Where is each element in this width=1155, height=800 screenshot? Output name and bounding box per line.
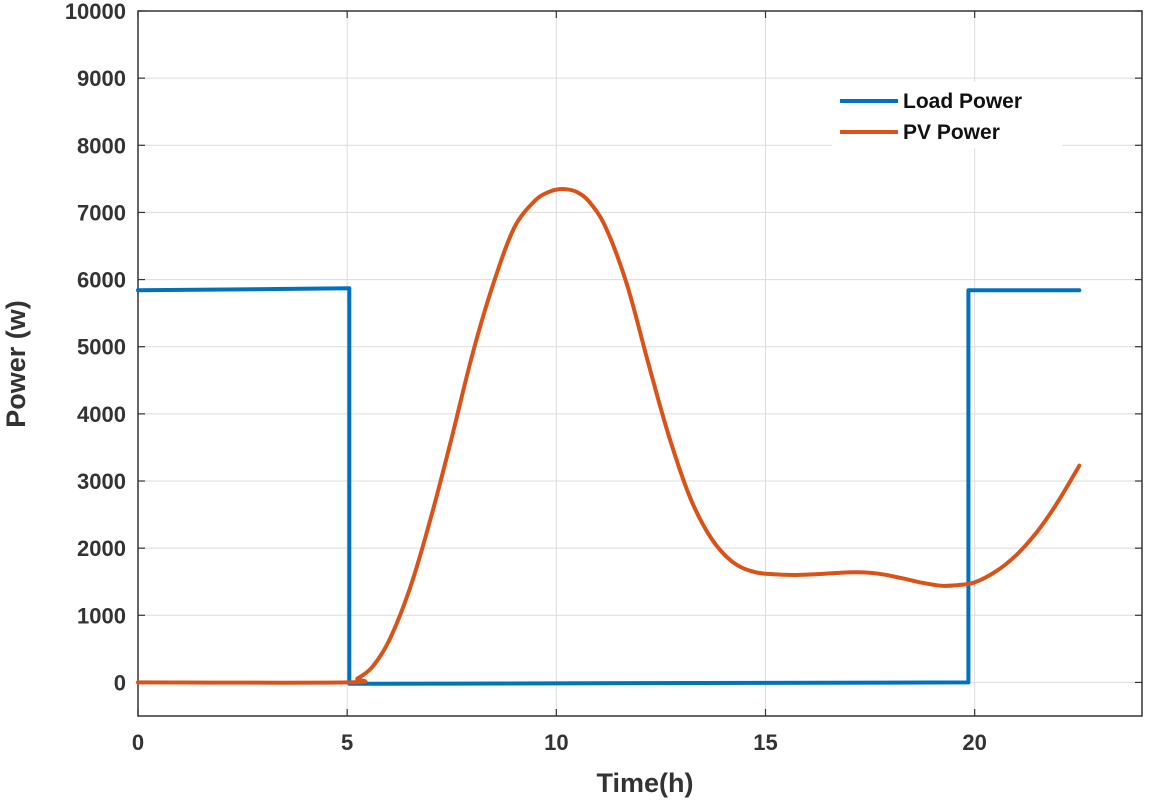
legend-box	[832, 82, 1062, 148]
series-lines	[136, 187, 1082, 686]
y-tick-label: 8000	[77, 133, 126, 158]
y-tick-label: 1000	[77, 603, 126, 628]
y-tick-label: 2000	[77, 536, 126, 561]
y-tick-label: 9000	[77, 66, 126, 91]
series-line-pv-power	[136, 187, 1082, 685]
x-tick-label: 10	[544, 730, 568, 755]
y-tick-label: 3000	[77, 469, 126, 494]
plot-area-box	[137, 10, 1143, 717]
y-tick-label: 4000	[77, 402, 126, 427]
y-axis-label: Power (w)	[1, 300, 31, 428]
axis-ticks: 0100020003000400050006000700080009000100…	[65, 0, 1142, 755]
x-tick-label: 20	[962, 730, 986, 755]
legend-label-pv-power: PV Power	[903, 121, 1000, 144]
series-line-load-power	[136, 286, 1082, 686]
x-tick-label: 15	[753, 730, 777, 755]
y-tick-label: 10000	[65, 0, 126, 24]
x-axis-label: Time(h)	[596, 768, 693, 798]
x-tick-label: 0	[132, 730, 144, 755]
x-tick-label: 5	[341, 730, 353, 755]
legend-label-load-power: Load Power	[903, 90, 1022, 113]
y-tick-label: 0	[114, 670, 126, 695]
legend: Load Power PV Power	[832, 82, 1062, 148]
y-tick-label: 7000	[77, 200, 126, 225]
y-tick-label: 5000	[77, 335, 126, 360]
y-tick-label: 6000	[77, 268, 126, 293]
